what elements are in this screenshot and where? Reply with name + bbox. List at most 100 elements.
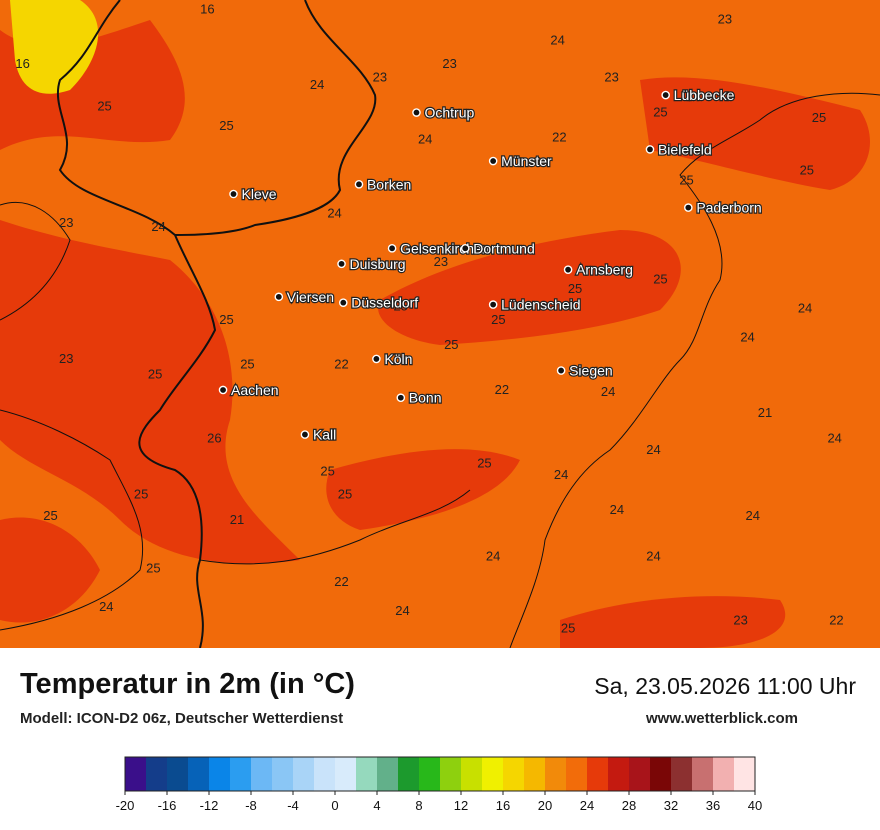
temp-label: 22 xyxy=(334,357,348,372)
city-marker: Paderborn xyxy=(684,198,763,217)
temp-label: 25 xyxy=(568,281,582,296)
temp-label: 24 xyxy=(554,467,568,482)
temp-label: 24 xyxy=(550,33,564,48)
city-dot xyxy=(563,265,573,274)
city-dot xyxy=(229,189,238,199)
scale-tick-label: 4 xyxy=(373,798,380,813)
city-marker: Duisburg xyxy=(337,255,407,273)
scale-tick-label: 20 xyxy=(538,798,552,813)
temp-label: 21 xyxy=(758,405,772,420)
temp-label: 25 xyxy=(653,271,667,286)
temp-label: 26 xyxy=(207,430,221,445)
city-dot xyxy=(338,298,348,307)
city-marker: Siegen xyxy=(556,361,614,380)
city-name: Münster xyxy=(501,153,552,169)
warm-area-5 xyxy=(0,517,100,623)
border-lines xyxy=(0,0,880,648)
scale-swatch xyxy=(293,757,315,791)
city-marker: Dortmund xyxy=(460,239,536,258)
scale-swatch xyxy=(587,757,609,791)
national-border-north xyxy=(174,0,377,236)
scale-swatch xyxy=(608,757,630,791)
temp-label: 25 xyxy=(148,366,162,381)
scale-swatch xyxy=(650,757,672,791)
scale-swatch xyxy=(629,757,651,791)
city-marker: Gelsenkirchen xyxy=(387,239,491,258)
city-dot xyxy=(488,300,498,309)
scale-tick-label: 40 xyxy=(748,798,762,813)
scale-swatch xyxy=(146,757,168,791)
city-dot xyxy=(337,259,346,269)
temp-label: 24 xyxy=(746,508,760,523)
region-border-south xyxy=(199,489,471,565)
city-name: Lübbecke xyxy=(674,87,735,103)
city-marker: Lüdenscheid xyxy=(488,295,582,314)
city-dot xyxy=(488,156,498,166)
city-marker: Köln xyxy=(372,350,414,368)
city-marker: Arnsberg xyxy=(563,260,634,279)
temp-label: 25 xyxy=(653,104,667,119)
temp-label: 22 xyxy=(334,574,348,589)
temp-label: 23 xyxy=(604,69,618,84)
city-dot xyxy=(556,366,566,375)
temp-label: 24 xyxy=(798,300,812,315)
scale-tick-label: -4 xyxy=(287,798,299,813)
city-marker: Lübbecke xyxy=(661,86,736,104)
temp-label: 24 xyxy=(395,603,409,618)
city-name: Siegen xyxy=(569,363,613,379)
scale-swatch xyxy=(167,757,189,791)
scale-swatch xyxy=(482,757,504,791)
city-dot xyxy=(387,244,397,253)
temp-label: 22 xyxy=(552,130,566,145)
temp-label: 16 xyxy=(200,2,214,17)
website-link[interactable]: www.wetterblick.com xyxy=(646,710,798,727)
city-name: Borken xyxy=(367,176,411,192)
scale-swatch xyxy=(314,757,336,791)
map-footer: Temperatur in 2m (in °C) Modell: ICON-D2… xyxy=(0,648,880,830)
temp-label: 25 xyxy=(240,357,254,372)
color-scale-legend: -20 -16 -12 -8 -4 0 4 8 12 16 20 24 28 32 36 40 xyxy=(116,756,762,813)
forecast-datetime: Sa, 23.05.2026 11:00 Uhr xyxy=(594,673,856,699)
temp-label: 22 xyxy=(829,613,843,628)
city-name: Aachen xyxy=(231,382,278,398)
city-name: Arnsberg xyxy=(576,262,633,278)
city-dot xyxy=(372,354,381,364)
city-name: Kall xyxy=(313,427,336,443)
scale-swatch xyxy=(566,757,588,791)
temp-label: 25 xyxy=(561,620,575,635)
temp-label: 16 xyxy=(15,56,29,71)
scale-swatch xyxy=(545,757,567,791)
temperature-map: 16 16 23 24 23 23 23 24 25 25 25 25 22 24 25 25 24 23 24 23… xyxy=(0,0,880,648)
city-marker: Borken xyxy=(354,175,413,194)
temp-label: 25 xyxy=(219,312,233,327)
temp-label: 25 xyxy=(491,312,505,327)
model-info: Modell: ICON-D2 06z, Deutscher Wetterdie… xyxy=(20,710,344,727)
city-marker: Bonn xyxy=(396,389,443,407)
warm-area-2 xyxy=(378,230,681,345)
temp-label: 25 xyxy=(219,118,233,133)
province-border-nl xyxy=(0,201,71,321)
city-name: Lüdenscheid xyxy=(501,297,580,313)
state-border-east xyxy=(509,92,880,648)
temp-label: 23 xyxy=(434,254,448,269)
temp-label: 25 xyxy=(320,463,334,478)
scale-swatch xyxy=(440,757,462,791)
scale-tick-label: 24 xyxy=(580,798,594,813)
temp-label: 24 xyxy=(310,77,324,92)
scale-swatch xyxy=(713,757,735,791)
city-name: Viersen xyxy=(287,289,334,305)
city-markers: Ochtrup Münster Lübbecke Bielefeld Paderborn… xyxy=(218,86,763,444)
city-dot xyxy=(460,244,470,253)
city-marker: Kall xyxy=(300,425,338,444)
temp-label: 25 xyxy=(338,487,352,502)
temp-label: 25 xyxy=(444,337,458,352)
temp-label: 24 xyxy=(601,384,615,399)
city-dot xyxy=(684,203,693,212)
temp-label: 24 xyxy=(151,219,165,234)
scale-tick-label: 36 xyxy=(706,798,720,813)
scale-swatch xyxy=(503,757,525,791)
scale-tick-label: -8 xyxy=(245,798,257,813)
scale-tick-label: 0 xyxy=(331,798,338,813)
temp-label: 25 xyxy=(679,172,693,187)
scale-tick-label: -16 xyxy=(158,798,177,813)
